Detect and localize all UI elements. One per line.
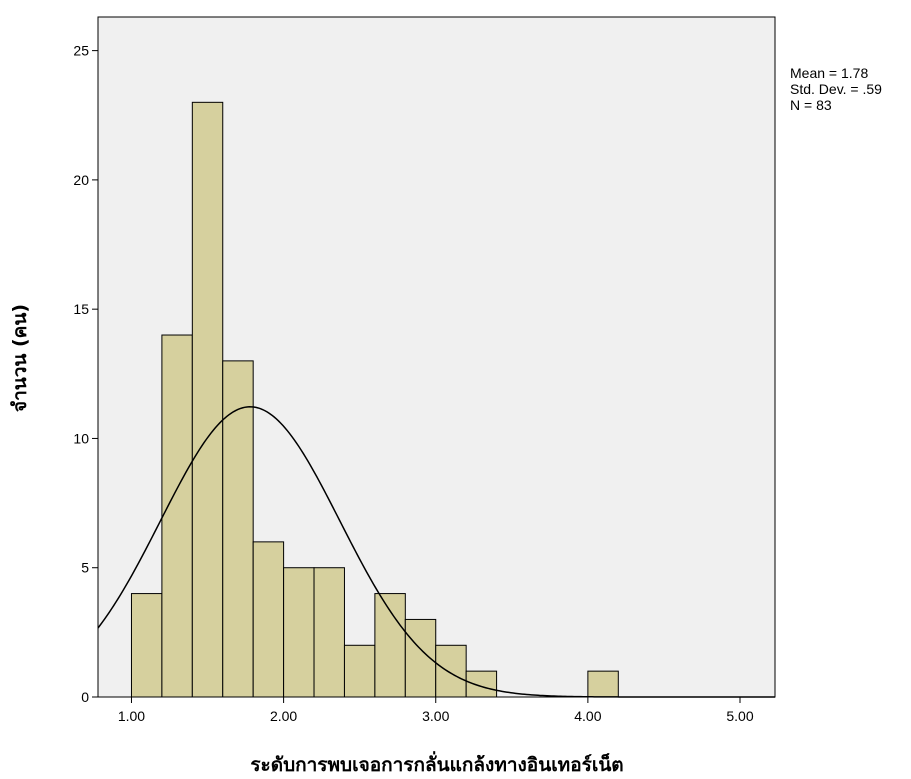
normal-curve xyxy=(97,406,775,698)
y-axis-title: จำนวน (คน) xyxy=(9,304,31,412)
histogram-bar-11 xyxy=(465,670,498,698)
x-tick-label-0: 1.00 xyxy=(118,708,145,724)
histogram-bars xyxy=(130,101,619,698)
y-tick-label-0: 0 xyxy=(81,689,89,705)
y-tick-label-1: 5 xyxy=(81,560,89,576)
stats-std-dev: Std. Dev. = .59 xyxy=(790,81,882,97)
histogram-bar-1 xyxy=(161,334,193,698)
stats-legend: Mean = 1.78 Std. Dev. = .59 N = 83 xyxy=(790,65,882,113)
histogram-bar-12 xyxy=(587,670,619,698)
histogram-bar-3 xyxy=(222,360,254,698)
histogram-bar-4 xyxy=(252,541,285,698)
x-axis-title: ระดับการพบเจอการกลั่นแกล้งทางอินเทอร์เน็… xyxy=(250,751,623,776)
histogram-bar-7 xyxy=(343,644,376,698)
histogram-bar-2 xyxy=(191,101,224,698)
stats-n: N = 83 xyxy=(790,97,832,113)
x-tick-label-4: 5.00 xyxy=(726,708,753,724)
y-tick-label-5: 25 xyxy=(73,43,89,59)
y-tick-label-3: 15 xyxy=(73,301,89,317)
histogram-bar-10 xyxy=(435,644,467,698)
x-tick-label-3: 4.00 xyxy=(574,708,601,724)
normal-curve-group xyxy=(97,406,775,698)
stats-mean: Mean = 1.78 xyxy=(790,65,868,81)
histogram-bar-5 xyxy=(283,567,315,698)
x-tick-label-2: 3.00 xyxy=(422,708,449,724)
histogram-bar-8 xyxy=(374,593,406,698)
histogram-bar-0 xyxy=(130,593,163,698)
y-axis-ticks: 0 5 10 15 20 25 xyxy=(73,43,98,705)
histogram-bar-6 xyxy=(313,567,345,698)
x-axis-ticks: 1.00 2.00 3.00 4.00 5.00 xyxy=(118,697,754,724)
y-tick-label-4: 20 xyxy=(73,172,89,188)
x-tick-label-1: 2.00 xyxy=(270,708,297,724)
y-tick-label-2: 10 xyxy=(73,430,89,446)
